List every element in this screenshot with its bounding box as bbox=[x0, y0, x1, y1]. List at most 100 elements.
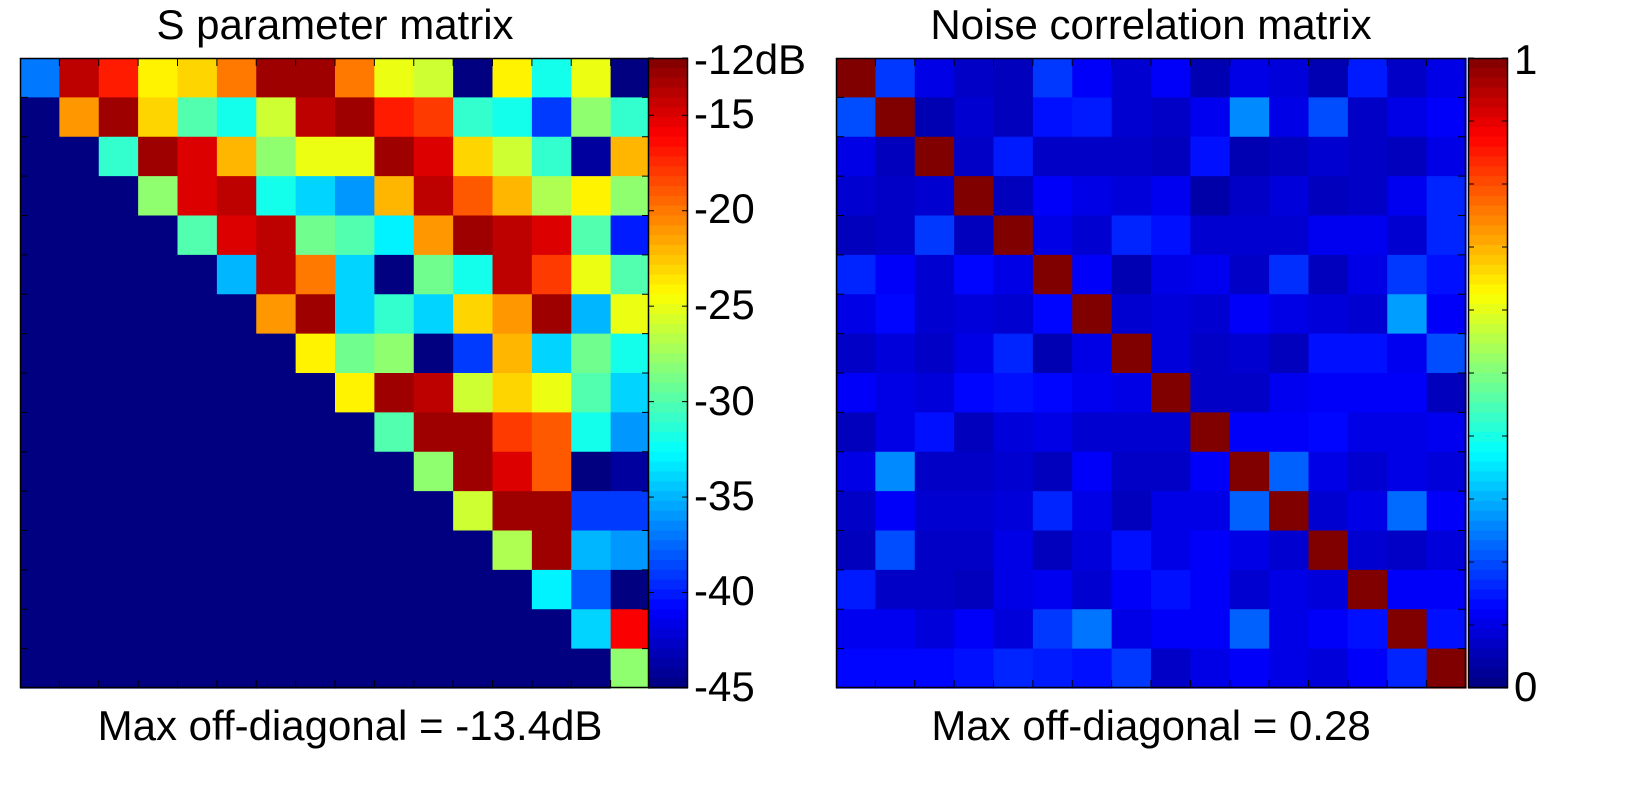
heatmap-cell bbox=[993, 176, 1034, 217]
heatmap-cell bbox=[256, 569, 297, 610]
heatmap-cell bbox=[177, 136, 218, 177]
heatmap-cell bbox=[177, 569, 218, 610]
heatmap-cell bbox=[1072, 609, 1113, 650]
heatmap-cell bbox=[59, 333, 100, 374]
heatmap-cell bbox=[295, 176, 336, 217]
heatmap-cell bbox=[1072, 58, 1113, 98]
heatmap-cell bbox=[1308, 609, 1349, 650]
heatmap-cell bbox=[571, 333, 612, 374]
heatmap-cell bbox=[1269, 530, 1310, 571]
heatmap-cell bbox=[453, 136, 494, 177]
noise-correlation-colorbar bbox=[1467, 57, 1509, 689]
heatmap-cell bbox=[138, 97, 179, 138]
heatmap-cell bbox=[1072, 254, 1113, 295]
heatmap-cell bbox=[1426, 97, 1467, 138]
heatmap-cell bbox=[335, 215, 375, 256]
heatmap-cell bbox=[98, 373, 139, 413]
heatmap-cell bbox=[216, 176, 257, 217]
heatmap-cell bbox=[993, 491, 1034, 532]
heatmap-cell bbox=[295, 569, 336, 610]
heatmap-cell bbox=[177, 648, 218, 689]
heatmap-cell bbox=[914, 609, 955, 650]
heatmap-cell bbox=[1190, 333, 1231, 374]
heatmap-cell bbox=[531, 215, 572, 256]
heatmap-cell bbox=[1111, 136, 1152, 177]
heatmap-cell bbox=[1151, 58, 1191, 98]
heatmap-cell bbox=[1269, 254, 1310, 295]
heatmap-cell bbox=[1229, 530, 1270, 571]
heatmap-cell bbox=[571, 491, 612, 532]
heatmap-cell bbox=[571, 569, 612, 610]
heatmap-cell bbox=[1308, 491, 1349, 532]
heatmap-cell bbox=[492, 333, 533, 374]
heatmap-cell bbox=[610, 294, 651, 335]
heatmap-cell bbox=[836, 294, 876, 335]
heatmap-cell bbox=[571, 215, 612, 256]
noise-colorbar-tick-label: 1 bbox=[1514, 36, 1538, 83]
heatmap-cell bbox=[413, 530, 454, 571]
heatmap-cell bbox=[993, 294, 1034, 335]
heatmap-cell bbox=[216, 333, 257, 374]
heatmap-cell bbox=[20, 609, 60, 650]
heatmap-cell bbox=[914, 491, 955, 532]
heatmap-cell bbox=[98, 97, 139, 138]
heatmap-cell bbox=[914, 451, 955, 492]
heatmap-cell bbox=[374, 491, 415, 532]
heatmap-cell bbox=[1347, 215, 1388, 256]
heatmap-cell bbox=[453, 530, 494, 571]
heatmap-cell bbox=[177, 294, 218, 335]
heatmap-cell bbox=[335, 333, 375, 374]
noise-correlation-heatmap bbox=[835, 57, 1467, 689]
noise-colorbar-tick-label: 0 bbox=[1514, 663, 1538, 710]
heatmap-cell bbox=[836, 136, 876, 177]
heatmap-cell bbox=[993, 373, 1034, 413]
heatmap-cell bbox=[875, 451, 916, 492]
heatmap-cell bbox=[1347, 412, 1388, 453]
heatmap-cell bbox=[492, 451, 533, 492]
heatmap-cell bbox=[1072, 451, 1113, 492]
heatmap-cell bbox=[177, 215, 218, 256]
heatmap-cell bbox=[256, 648, 297, 689]
heatmap-cell bbox=[295, 215, 336, 256]
noise-correlation-title: Noise correlation matrix bbox=[930, 1, 1372, 48]
heatmap-cell bbox=[1190, 136, 1231, 177]
heatmap-cell bbox=[177, 254, 218, 295]
heatmap-cell bbox=[836, 648, 876, 689]
heatmap-cell bbox=[1032, 530, 1073, 571]
heatmap-cell bbox=[413, 215, 454, 256]
heatmap-frame bbox=[835, 57, 1467, 689]
heatmap-cell bbox=[335, 136, 375, 177]
heatmap-cell bbox=[531, 58, 572, 98]
heatmap-cell bbox=[531, 412, 572, 453]
heatmap-cell bbox=[531, 569, 572, 610]
heatmap-cell bbox=[1426, 294, 1467, 335]
heatmap-cell bbox=[1347, 373, 1388, 413]
heatmap-cell bbox=[413, 58, 454, 98]
heatmap-cell bbox=[1151, 451, 1191, 492]
heatmap-cell bbox=[216, 491, 257, 532]
heatmap-cell bbox=[875, 609, 916, 650]
heatmap-cell bbox=[177, 373, 218, 413]
heatmap-cell bbox=[610, 491, 651, 532]
heatmap-cell bbox=[1190, 648, 1231, 689]
heatmap-cell bbox=[453, 373, 494, 413]
heatmap-cell bbox=[59, 136, 100, 177]
heatmap-cell bbox=[610, 254, 651, 295]
heatmap-cell bbox=[59, 491, 100, 532]
heatmap-cell bbox=[1032, 136, 1073, 177]
heatmap-cell bbox=[20, 58, 60, 98]
heatmap-cell bbox=[59, 176, 100, 217]
heatmap-cell bbox=[453, 491, 494, 532]
heatmap-cell bbox=[1072, 176, 1113, 217]
heatmap-cell bbox=[914, 530, 955, 571]
heatmap-cell bbox=[374, 648, 415, 689]
heatmap-cell bbox=[875, 58, 916, 98]
heatmap-cell bbox=[256, 176, 297, 217]
heatmap-cell bbox=[1111, 648, 1152, 689]
heatmap-cell bbox=[531, 451, 572, 492]
heatmap-cell bbox=[1111, 412, 1152, 453]
heatmap-cell bbox=[98, 136, 139, 177]
heatmap-cell bbox=[216, 569, 257, 610]
heatmap-cell bbox=[1426, 609, 1467, 650]
heatmap-cell bbox=[1032, 609, 1073, 650]
